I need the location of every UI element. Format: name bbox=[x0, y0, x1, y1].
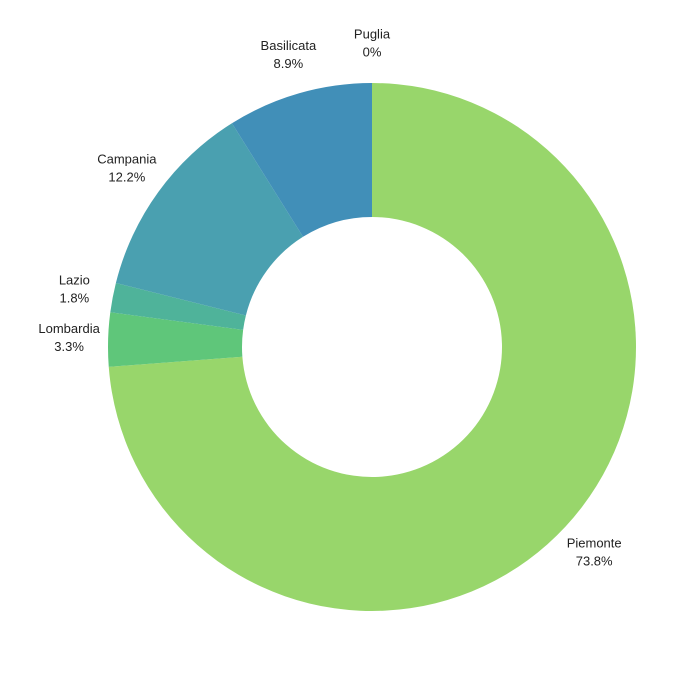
slice bbox=[115, 123, 304, 316]
slice-label: Campania bbox=[97, 151, 157, 166]
value-label: 1.8% bbox=[60, 291, 90, 306]
value-label: 3.3% bbox=[54, 339, 84, 354]
slice-label: Puglia bbox=[354, 26, 391, 41]
value-label: 73.8% bbox=[576, 553, 613, 568]
slice bbox=[231, 83, 372, 237]
slice-label: Lazio bbox=[59, 273, 90, 288]
slice-label: Basilicata bbox=[261, 38, 317, 53]
slice bbox=[110, 282, 246, 330]
value-label: 12.2% bbox=[108, 169, 145, 184]
value-label: 0% bbox=[363, 44, 382, 59]
slice bbox=[107, 312, 244, 367]
slice-label: Piemonte bbox=[567, 535, 622, 550]
slice-label: Lombardia bbox=[38, 321, 100, 336]
value-label: 8.9% bbox=[274, 56, 304, 71]
slice bbox=[108, 83, 636, 611]
